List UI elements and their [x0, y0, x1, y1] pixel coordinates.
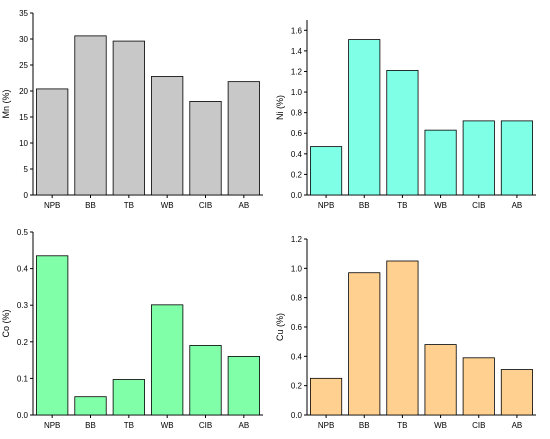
- ni-bar-cib: [462, 120, 495, 196]
- ni-y-tick-label: 1.6: [291, 26, 303, 35]
- ni-bar-npb: [310, 146, 343, 196]
- co-y-tick-label: 0.0: [17, 411, 29, 420]
- mn-x-tick-label: BB: [85, 201, 96, 210]
- mn-bar-npb: [36, 88, 69, 196]
- mn-y-tick-label: 25: [19, 61, 28, 70]
- co-x-tick-label: NPB: [44, 421, 60, 430]
- mn-x-tick-label: CIB: [199, 201, 212, 210]
- ni-x-tick-label: BB: [359, 201, 370, 210]
- ni-y-axis-label: Ni (%): [275, 95, 285, 120]
- co-bar-tb: [112, 379, 145, 416]
- co-x-tick-label: BB: [85, 421, 96, 430]
- ni-x-tick-label: AB: [512, 201, 523, 210]
- mn-bar-ab: [227, 81, 260, 196]
- cu-x-tick-label: TB: [397, 421, 407, 430]
- cu-y-tick-label: 0.4: [291, 352, 303, 361]
- co-bar-bb: [74, 396, 107, 416]
- co-y-axis-label: Co (%): [1, 309, 11, 337]
- cu-bar-cib: [462, 357, 495, 416]
- ni-y-tick-label: 1.2: [291, 67, 303, 76]
- cu-y-tick-label: 0.2: [291, 382, 303, 391]
- ni-chart-panel: 0.0 0.2 0.4 0.6 0.8 1.0 1.2 1.4 1.6 Ni (%) NPB BB TB…: [275, 20, 536, 210]
- cu-x-tick-label: WB: [434, 421, 447, 430]
- mn-y-axis-label: Mn (%): [1, 89, 11, 118]
- ni-y-tick-label: 0.2: [291, 170, 303, 179]
- co-x-tick-label: CIB: [199, 421, 212, 430]
- mn-chart-panel: 0 5 10 15 20 25 30 35 Mn (%) NPB BB TB WB CIB AB: [1, 9, 263, 210]
- mn-y-tick-label: 30: [19, 35, 28, 44]
- mn-y-tick-label: 20: [19, 87, 28, 96]
- mn-y-tick-label: 10: [19, 139, 28, 148]
- cu-y-tick-label: 0.0: [291, 411, 303, 420]
- co-x-tick-label: TB: [124, 421, 134, 430]
- cu-bar-bb: [348, 272, 381, 416]
- mn-x-tick-label: TB: [124, 201, 134, 210]
- co-bar-wb: [151, 304, 184, 416]
- cu-y-tick-label: 1.2: [291, 235, 303, 244]
- cu-x-tick-label: BB: [359, 421, 370, 430]
- cu-x-tick-label: AB: [512, 421, 523, 430]
- mn-y-tick-label: 0: [24, 191, 29, 200]
- co-y-tick-label: 0.4: [17, 265, 29, 274]
- cu-x-tick-label: CIB: [472, 421, 485, 430]
- co-bar-npb: [36, 255, 69, 416]
- cu-y-tick-label: 1.0: [291, 264, 303, 273]
- cu-bar-npb: [310, 377, 343, 416]
- co-bar-ab: [227, 356, 260, 416]
- mn-x-tick-label: AB: [238, 201, 249, 210]
- cu-y-tick-label: 0.8: [291, 294, 303, 303]
- mn-y-tick-label: 15: [19, 113, 28, 122]
- ni-bar-bb: [348, 39, 381, 196]
- co-y-tick-label: 0.1: [17, 374, 29, 383]
- ni-y-tick-label: 1.4: [291, 47, 303, 56]
- mn-bar-wb: [151, 76, 184, 196]
- co-chart-panel: 0.0 0.1 0.2 0.3 0.4 0.5 Co (%) NPB BB TB WB CIB AB: [1, 228, 263, 430]
- ni-y-tick-label: 0.6: [291, 129, 303, 138]
- cu-chart-panel: 0.0 0.2 0.4 0.6 0.8 1.0 1.2 Cu (%) NPB BB TB WB CIB A…: [275, 235, 536, 430]
- cu-bar-tb: [386, 260, 419, 416]
- mn-y-tick-label: 35: [19, 9, 28, 18]
- mn-bar-cib: [189, 101, 222, 196]
- co-y-tick-label: 0.5: [17, 228, 29, 237]
- co-y-tick-label: 0.2: [17, 338, 29, 347]
- co-x-tick-label: AB: [238, 421, 249, 430]
- mn-bar-tb: [112, 40, 145, 196]
- cu-x-tick-label: NPB: [318, 421, 334, 430]
- cu-y-tick-label: 0.6: [291, 323, 303, 332]
- ni-y-tick-label: 1.0: [291, 88, 303, 97]
- ni-bar-wb: [424, 129, 457, 196]
- mn-x-tick-label: WB: [161, 201, 174, 210]
- ni-x-tick-label: WB: [434, 201, 447, 210]
- co-y-tick-label: 0.3: [17, 301, 29, 310]
- ni-x-tick-label: CIB: [472, 201, 485, 210]
- ni-y-tick-label: 0.4: [291, 150, 303, 159]
- ni-y-tick-label: 0.8: [291, 109, 303, 118]
- mn-y-tick-label: 5: [24, 165, 29, 174]
- ni-x-tick-label: NPB: [318, 201, 334, 210]
- ni-bar-tb: [386, 70, 419, 196]
- ni-x-tick-label: TB: [397, 201, 407, 210]
- co-x-tick-label: WB: [161, 421, 174, 430]
- mn-bar-bb: [74, 35, 107, 196]
- ni-y-tick-label: 0.0: [291, 191, 303, 200]
- cu-bar-wb: [424, 344, 457, 416]
- cu-y-axis-label: Cu (%): [275, 313, 285, 341]
- cu-bar-ab: [500, 369, 533, 416]
- mn-x-tick-label: NPB: [44, 201, 60, 210]
- co-bar-cib: [189, 345, 222, 416]
- ni-bar-ab: [500, 120, 533, 196]
